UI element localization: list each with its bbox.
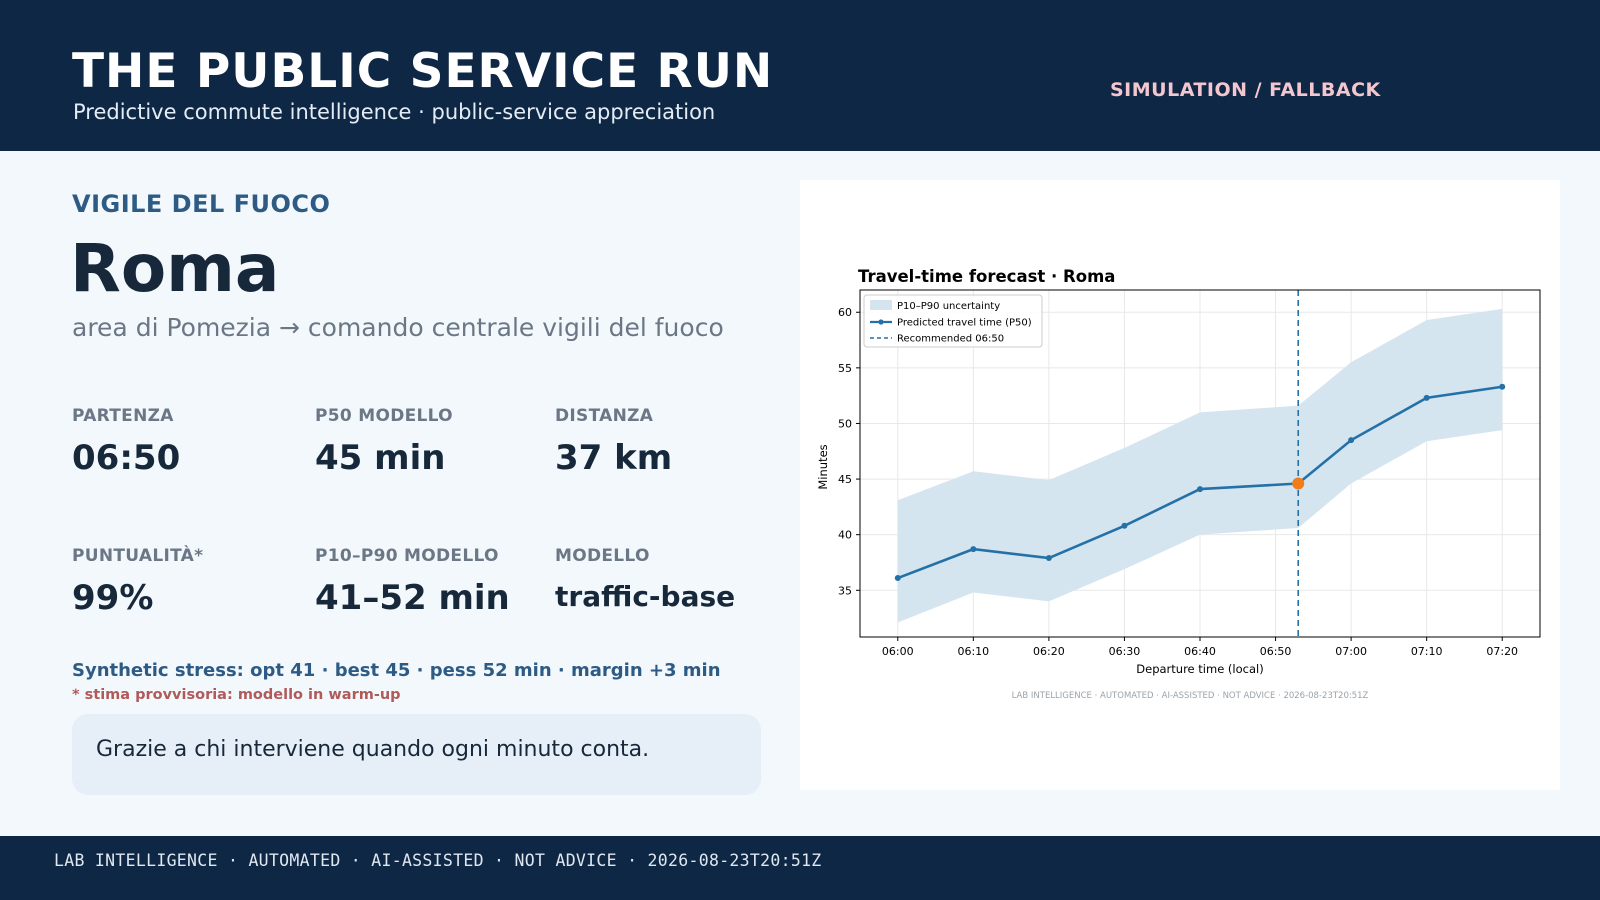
x-axis-label: Departure time (local) (1136, 662, 1263, 676)
p50-data-point (1423, 394, 1430, 401)
x-tick-label: 07:10 (1411, 645, 1443, 658)
x-tick-label: 06:40 (1184, 645, 1216, 658)
departure-label: PARTENZA (72, 406, 174, 426)
p50-label: P50 MODELLO (315, 406, 453, 426)
y-tick-label: 35 (838, 584, 852, 597)
y-tick-label: 45 (838, 473, 852, 486)
distance-value: 37 km (555, 438, 673, 478)
forecast-chart: Travel-time forecast · Roma 06:00 06:10 06… (816, 267, 1541, 701)
p50-data-point (970, 546, 977, 553)
p10-p90-band (897, 308, 1503, 623)
x-tick-label: 06:30 (1109, 645, 1141, 658)
x-tick-label: 07:00 (1335, 645, 1367, 658)
route-description: area di Pomezia → comando centrale vigil… (72, 313, 724, 342)
role-label: VIGILE DEL FUOCO (72, 190, 331, 218)
x-tick-label: 06:50 (1260, 645, 1292, 658)
range-label: P10–P90 MODELLO (315, 546, 499, 566)
legend-recommended-label: Recommended 06:50 (897, 334, 1004, 345)
stress-summary: Synthetic stress: opt 41 · best 45 · pes… (72, 660, 721, 681)
legend-band-label: P10–P90 uncertainty (897, 301, 1000, 312)
model-label: MODELLO (555, 546, 650, 566)
p50-data-point (1348, 437, 1355, 444)
p50-data-point (1045, 555, 1052, 562)
city-name: Roma (70, 230, 280, 307)
warmup-note: * stima provvisoria: modello in warm-up (72, 687, 401, 703)
range-value: 41–52 min (315, 578, 510, 618)
appreciation-card: Grazie a chi interviene quando ogni minu… (72, 714, 761, 795)
legend-p50-label: Predicted travel time (P50) (897, 318, 1032, 329)
mode-badge: SIMULATION / FALLBACK (1110, 79, 1381, 101)
app-title: THE PUBLIC SERVICE RUN (72, 44, 774, 99)
forecast-chart-panel: Travel-time forecast · Roma 06:00 06:10 06… (800, 180, 1560, 790)
legend-box (863, 294, 1043, 348)
x-tick-label: 07:20 (1486, 645, 1518, 658)
appreciation-message: Grazie a chi interviene quando ogni minu… (96, 737, 650, 762)
y-tick-label: 40 (838, 529, 852, 542)
p50-data-point (1121, 522, 1128, 529)
y-tick-label: 50 (838, 417, 852, 430)
footer-bar: LAB INTELLIGENCE · AUTOMATED · AI-ASSIST… (0, 836, 1600, 900)
y-tick-label: 55 (838, 362, 852, 375)
y-axis-label: Minutes (816, 444, 830, 489)
distance-label: DISTANZA (555, 406, 654, 426)
chart-title: Travel-time forecast · Roma (858, 267, 1115, 286)
p50-data-point (894, 575, 901, 582)
legend-p50-dot (878, 319, 884, 325)
p50-data-point (1197, 486, 1203, 493)
x-tick-label: 06:20 (1033, 645, 1065, 658)
punctuality-label: PUNTUALITÀ* (72, 546, 204, 566)
chart-legend: P10–P90 uncertainty Predicted travel tim… (863, 294, 1043, 348)
model-value: traffic-base (555, 580, 736, 613)
footer-disclaimer: LAB INTELLIGENCE · AUTOMATED · AI-ASSIST… (54, 851, 822, 870)
punctuality-value: 99% (72, 578, 154, 618)
p50-value: 45 min (315, 438, 446, 478)
x-tick-label: 06:10 (957, 645, 989, 658)
chart-watermark: LAB INTELLIGENCE · AUTOMATED · AI-ASSIST… (1012, 691, 1369, 701)
recommended-point (1292, 477, 1305, 490)
y-tick-label: 60 (838, 306, 852, 319)
header-bar: THE PUBLIC SERVICE RUN Predictive commut… (0, 0, 1600, 151)
legend-band-swatch (870, 300, 892, 310)
departure-value: 06:50 (72, 438, 181, 478)
app-subtitle: Predictive commute intelligence · public… (73, 100, 716, 124)
x-tick-label: 06:00 (882, 645, 914, 658)
p50-data-point (1499, 383, 1506, 390)
